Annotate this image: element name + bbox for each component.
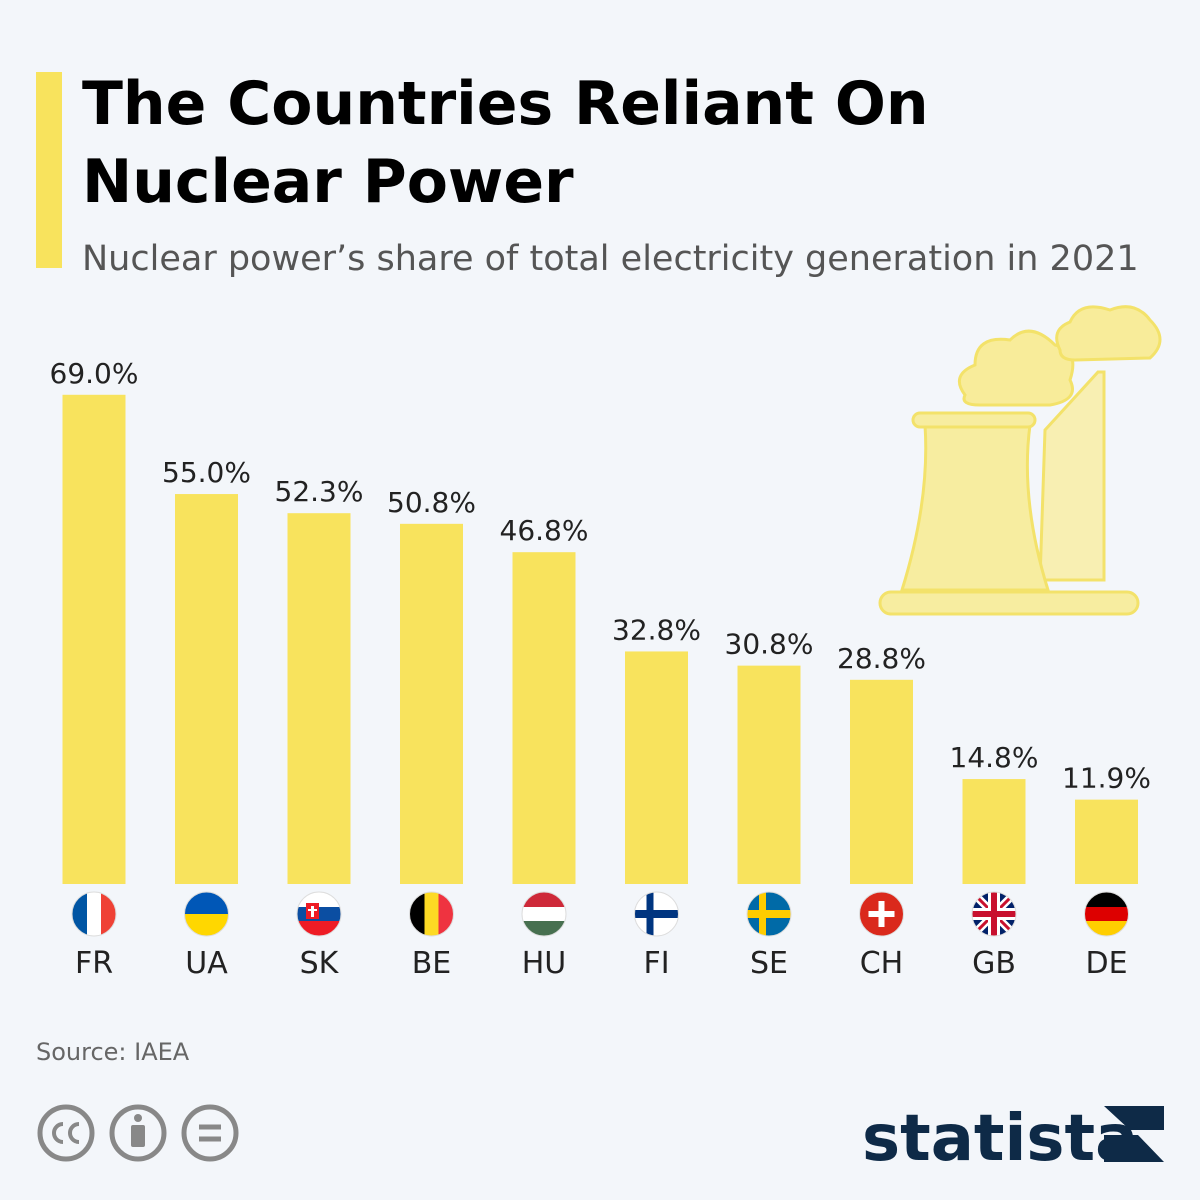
bar — [1075, 799, 1138, 884]
flag-part — [101, 892, 116, 936]
accent-bar — [36, 72, 62, 268]
bar — [850, 679, 913, 884]
flag-part — [308, 909, 317, 911]
chart-title-line-2: Nuclear Power — [82, 147, 574, 217]
value-label: 50.8% — [387, 486, 476, 519]
brand-mark — [1104, 1106, 1164, 1162]
flag-fill — [634, 892, 679, 936]
flag-part — [184, 892, 229, 914]
flag-part — [1084, 921, 1129, 936]
flag-part — [87, 892, 101, 936]
flag-part — [1084, 907, 1129, 921]
flag-part — [297, 921, 341, 936]
flag-outline — [521, 891, 567, 937]
flag — [859, 891, 904, 937]
bar — [625, 651, 688, 884]
value-label: 30.8% — [725, 628, 814, 661]
flag — [409, 891, 454, 937]
flag-fill — [859, 892, 904, 936]
x-tick-label: HU — [522, 946, 567, 981]
flag-part — [522, 892, 566, 907]
chart-subtitle: Nuclear power’s share of total electrici… — [82, 239, 1139, 279]
flag-part — [409, 892, 425, 936]
flag-fill — [297, 892, 341, 936]
flag-outline — [971, 891, 1017, 937]
flag — [746, 891, 792, 937]
flag-fill — [747, 892, 791, 936]
flag-part — [972, 911, 1016, 917]
chart-title-line-1: The Countries Reliant On — [82, 69, 929, 139]
flag — [184, 891, 229, 937]
brand-logo: statista — [862, 1102, 1138, 1176]
flag-outline — [184, 891, 229, 937]
flag-part — [72, 892, 87, 936]
flag-outline — [1084, 891, 1129, 937]
flag-outline — [296, 891, 342, 937]
value-label: 11.9% — [1062, 762, 1151, 795]
flag-outline — [859, 891, 904, 937]
flag-part — [522, 907, 566, 921]
bar — [400, 523, 463, 884]
flag-part — [634, 910, 679, 918]
flag-part — [747, 910, 791, 918]
value-label: 69.0% — [50, 357, 139, 390]
flag-part — [311, 906, 314, 917]
flag-fill — [72, 892, 116, 936]
bar — [62, 394, 126, 884]
value-label: 46.8% — [500, 514, 589, 547]
flag — [521, 891, 567, 937]
value-label: 14.8% — [950, 741, 1039, 774]
x-tick-label: FI — [643, 946, 669, 981]
flag — [296, 891, 342, 937]
flag-part — [424, 892, 439, 936]
flag-part — [1084, 892, 1129, 907]
x-tick-label: CH — [860, 946, 904, 981]
x-tick-label: DE — [1085, 946, 1127, 981]
x-tick-label: BE — [412, 946, 452, 981]
x-tick-label: FR — [75, 946, 113, 981]
x-tick-label: UA — [185, 946, 228, 981]
flag-fill — [1084, 892, 1129, 936]
flag-part — [868, 911, 895, 917]
flag — [971, 891, 1017, 937]
value-label: 28.8% — [837, 642, 926, 675]
flag-outline — [634, 891, 679, 937]
bar — [962, 779, 1026, 884]
plant-illustration — [878, 305, 1162, 616]
bar — [512, 552, 576, 884]
flag — [71, 891, 117, 937]
bar — [175, 494, 238, 884]
flag-part — [438, 892, 454, 936]
bar — [737, 665, 801, 884]
value-label: 32.8% — [612, 613, 701, 646]
flag-part — [522, 921, 566, 936]
bar — [287, 513, 351, 884]
flag-outline — [71, 891, 117, 937]
x-tick-label: SK — [300, 946, 340, 981]
flag — [1084, 891, 1129, 937]
flag-fill — [522, 892, 566, 936]
flag-part — [184, 914, 229, 936]
flag-outline — [409, 891, 454, 937]
flag-fill — [184, 892, 229, 936]
flag-outline — [746, 891, 792, 937]
x-tick-label: SE — [750, 946, 788, 981]
flag — [634, 891, 679, 937]
source: Source: IAEA — [36, 1038, 190, 1066]
value-label: 55.0% — [162, 456, 251, 489]
flag-fill — [409, 892, 454, 936]
value-label: 52.3% — [275, 475, 364, 508]
license-icons — [37, 1104, 239, 1162]
x-tick-label: GB — [972, 946, 1016, 981]
flag-fill — [972, 892, 1016, 936]
